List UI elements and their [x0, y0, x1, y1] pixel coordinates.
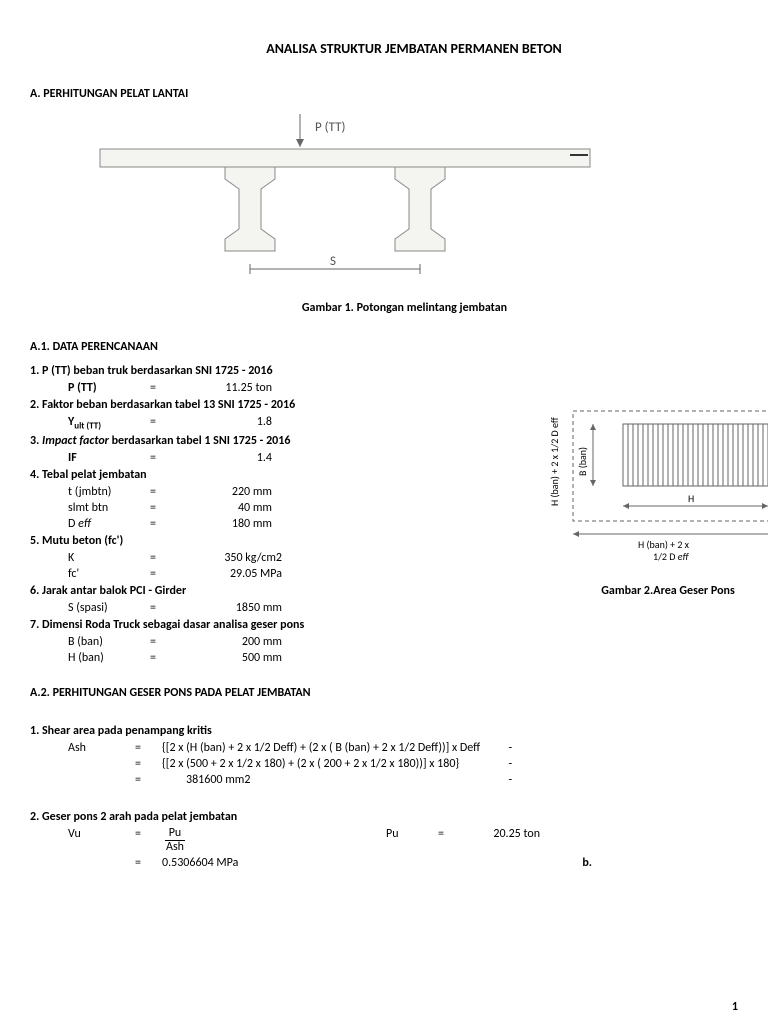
fig1-girder-left	[225, 167, 275, 251]
data-list: 1. P (TT) beban truk berdasarkan SNI 172…	[30, 362, 528, 666]
figure-2-diagram: H (ban) + 2 x 1/2 D eff B (ban) H H (ban…	[538, 406, 768, 576]
figure-1-diagram: P (TT) S	[90, 109, 600, 289]
fig2-v-label: H (ban) + 2 x 1/2 D eff	[548, 417, 561, 506]
figure-1-caption: Gambar 1. Potongan melintang jembatan	[30, 301, 768, 315]
fig1-p-label: P (TT)	[315, 120, 345, 135]
fig1-girder-right	[395, 167, 445, 251]
a2-header: A.2. PERHITUNGAN GESER PONS PADA PELAT J…	[30, 686, 768, 700]
a1-header: A.1. DATA PERENCANAAN	[30, 340, 768, 354]
document-title: ANALISA STRUKTUR JEMBATAN PERMANEN BETON	[30, 40, 768, 57]
right-a2: a.	[30, 708, 768, 722]
shear-table: Ash={[2 x (H (ban) + 2 x 1/2 Deff) + (2 …	[30, 740, 518, 788]
right-3: 3.	[538, 392, 768, 406]
right-b2: b.	[546, 855, 598, 871]
fig1-s-label: S	[330, 254, 336, 269]
fig2-b-label: B (ban)	[576, 447, 589, 476]
geser-table: Vu = PuAsh Pu = 20.25 ton =0.5306604 MPa…	[30, 826, 598, 870]
geser-head: 2. Geser pons 2 arah pada pelat jembatan	[30, 810, 768, 824]
section-a-header: A. PERHITUNGAN PELAT LANTAI	[30, 87, 768, 101]
shear-head: 1. Shear area pada penampang kritis	[30, 724, 768, 738]
page-number: 1	[732, 1000, 738, 1014]
fig2-h-label: H	[688, 492, 694, 505]
fig2-hatched	[623, 424, 768, 486]
fig2-hban-line2: 1/2 D eff	[653, 550, 689, 563]
figure-2-block: 3. H (ban) + 2 x 1/2 D eff B (ban) H H (…	[538, 362, 768, 598]
fig1-slab	[100, 149, 590, 167]
top-section: A. PERHITUNGAN PELAT LANTAI P (TT) S Gam…	[30, 77, 768, 330]
figure-2-caption: Gambar 2.Area Geser Pons	[538, 584, 768, 598]
mid-section: 1. P (TT) beban truk berdasarkan SNI 172…	[30, 362, 768, 666]
